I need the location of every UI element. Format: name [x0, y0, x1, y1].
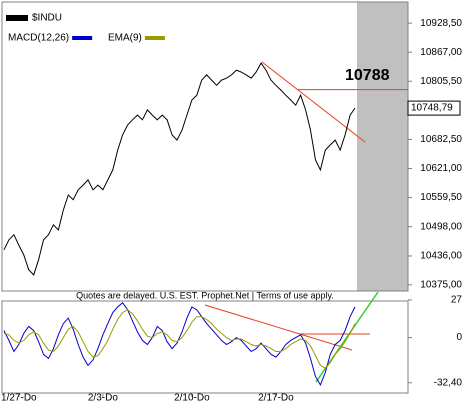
- trend-line: [261, 61, 366, 143]
- y-tick-label: 10621,00: [420, 163, 462, 174]
- y-tick-label: 10498,00: [420, 221, 462, 232]
- y-tick-label: 10867,00: [420, 47, 462, 58]
- x-tick-label: 1/27-Do: [1, 393, 37, 404]
- legend-swatch: [144, 36, 165, 40]
- macd-panel: [1, 300, 409, 394]
- last-value-label: 10748,79: [411, 103, 453, 114]
- y-tick-label: -32,40: [434, 377, 463, 388]
- annotation-label: 10788: [345, 67, 390, 84]
- legend-label: MACD(12,26): [8, 33, 69, 44]
- y-tick-label: 10682,50: [420, 134, 462, 145]
- y-tick-label: 27: [451, 295, 463, 306]
- y-tick-label: 10436,00: [420, 251, 462, 262]
- future-area: [357, 2, 408, 291]
- series-line: [3, 301, 356, 387]
- trend-line: [204, 304, 353, 351]
- y-tick-label: 10375,00: [420, 279, 462, 290]
- last-value-box: [407, 100, 461, 116]
- notice: Quotes are delayed. U.S. EST. Prophet.Ne…: [76, 290, 334, 300]
- legend-label: EMA(9): [108, 33, 142, 44]
- y-tick-label: 10559,50: [420, 192, 462, 203]
- legend-label: $INDU: [32, 13, 62, 24]
- x-tick-label: 2/3-Do: [88, 393, 118, 404]
- x-tick-label: 2/10-Do: [174, 393, 210, 404]
- x-tick-label: 2/17-Do: [258, 393, 294, 404]
- series-line: [3, 309, 356, 369]
- legend-swatch: [6, 15, 28, 21]
- price-panel: [1, 1, 409, 292]
- y-tick-label: 10928,50: [420, 18, 462, 29]
- y-tick-label: 10805,50: [420, 76, 462, 87]
- series-line: [3, 62, 356, 276]
- y-tick-label: 0: [456, 332, 462, 343]
- legend-swatch: [72, 36, 93, 40]
